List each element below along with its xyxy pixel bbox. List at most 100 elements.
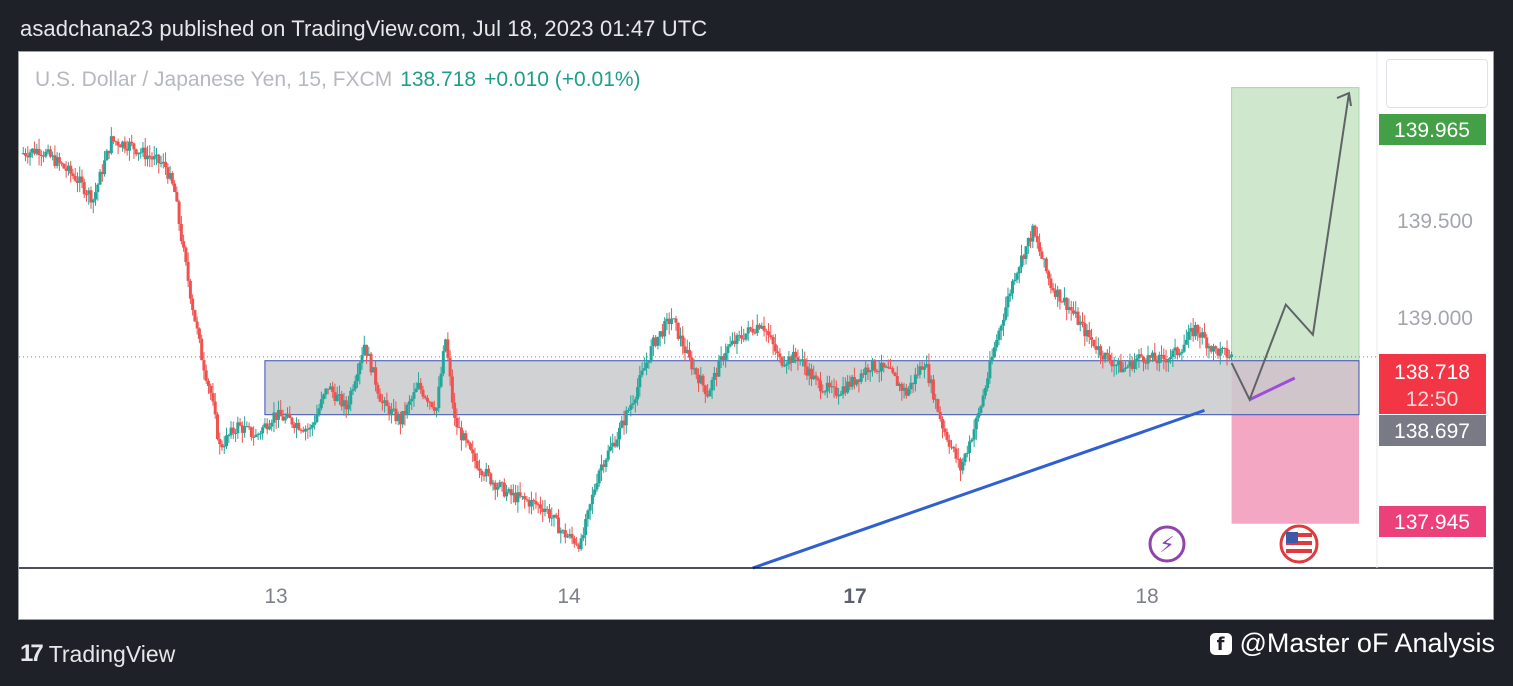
candle-body[interactable] — [466, 440, 470, 444]
candle-body[interactable] — [1108, 354, 1112, 361]
candle-body[interactable] — [753, 332, 757, 334]
candle-body[interactable] — [109, 136, 113, 154]
candle-body[interactable] — [1038, 242, 1042, 252]
candle-body[interactable] — [247, 426, 251, 428]
candle-body[interactable] — [708, 390, 712, 397]
candle-body[interactable] — [1180, 351, 1184, 354]
candle-body[interactable] — [697, 374, 701, 384]
candle-body[interactable] — [155, 154, 159, 156]
candle-body[interactable] — [1218, 348, 1222, 356]
candle-body[interactable] — [724, 353, 728, 360]
candle-body[interactable] — [37, 148, 41, 155]
candle-body[interactable] — [161, 161, 165, 164]
candle-body[interactable] — [992, 347, 996, 357]
candle-body[interactable] — [123, 141, 127, 149]
candle-body[interactable] — [1069, 307, 1073, 311]
candle-body[interactable] — [1157, 354, 1161, 364]
candle-body[interactable] — [457, 427, 461, 429]
candle-body[interactable] — [197, 328, 201, 339]
candle-body[interactable] — [182, 241, 186, 248]
candle-body[interactable] — [1110, 360, 1114, 367]
candle-body[interactable] — [96, 184, 100, 193]
candle-body[interactable] — [733, 340, 737, 344]
candle-body[interactable] — [846, 381, 850, 393]
candle-body[interactable] — [767, 331, 771, 336]
candle-body[interactable] — [193, 309, 197, 322]
candle-body[interactable] — [588, 504, 592, 511]
candle-body[interactable] — [965, 452, 969, 454]
candle-body[interactable] — [57, 157, 61, 163]
candle-body[interactable] — [75, 180, 79, 183]
candle-body[interactable] — [559, 530, 563, 534]
candle-body[interactable] — [130, 141, 134, 144]
candle-body[interactable] — [800, 359, 804, 361]
candle-body[interactable] — [1130, 360, 1134, 369]
candle-body[interactable] — [1006, 296, 1010, 308]
candle-body[interactable] — [751, 328, 755, 333]
candle-body[interactable] — [89, 190, 93, 203]
candle-body[interactable] — [353, 381, 357, 390]
candle-body[interactable] — [624, 410, 628, 426]
candle-body[interactable] — [374, 367, 378, 385]
candle-body[interactable] — [552, 514, 556, 518]
candle-body[interactable] — [245, 426, 249, 428]
candle-body[interactable] — [688, 349, 692, 358]
candle-body[interactable] — [726, 346, 730, 354]
candle-body[interactable] — [514, 492, 518, 503]
candle-body[interactable] — [475, 460, 479, 469]
candle-body[interactable] — [1182, 344, 1186, 352]
candle-body[interactable] — [1191, 328, 1195, 337]
candle-body[interactable] — [945, 431, 949, 440]
candle-body[interactable] — [28, 152, 32, 158]
candle-body[interactable] — [362, 344, 366, 355]
candle-body[interactable] — [1175, 347, 1179, 356]
candle-body[interactable] — [414, 388, 418, 393]
candle-body[interactable] — [263, 423, 267, 428]
candle-body[interactable] — [981, 395, 985, 407]
candle-body[interactable] — [769, 335, 773, 338]
candle-body[interactable] — [830, 386, 834, 388]
candle-body[interactable] — [1139, 354, 1143, 357]
candle-body[interactable] — [841, 386, 845, 395]
candle-body[interactable] — [191, 298, 195, 310]
candle-body[interactable] — [319, 399, 323, 409]
candle-body[interactable] — [26, 155, 30, 158]
candle-body[interactable] — [1092, 339, 1096, 346]
candle-body[interactable] — [1123, 367, 1127, 369]
candle-body[interactable] — [274, 412, 278, 420]
candle-body[interactable] — [387, 406, 391, 416]
candle-body[interactable] — [778, 353, 782, 358]
candle-body[interactable] — [448, 357, 452, 377]
candle-body[interactable] — [489, 473, 493, 485]
candle-body[interactable] — [1211, 346, 1215, 352]
candle-body[interactable] — [613, 442, 617, 447]
candle-body[interactable] — [1114, 364, 1118, 366]
candle-body[interactable] — [500, 482, 504, 484]
candle-body[interactable] — [389, 409, 393, 416]
candle-body[interactable] — [69, 165, 73, 174]
candle-body[interactable] — [918, 366, 922, 375]
candle-body[interactable] — [435, 408, 439, 411]
candle-body[interactable] — [51, 155, 55, 157]
candle-body[interactable] — [782, 365, 786, 367]
candle-body[interactable] — [317, 408, 321, 415]
candle-body[interactable] — [272, 412, 276, 423]
candle-body[interactable] — [954, 448, 958, 459]
candle-body[interactable] — [283, 417, 287, 421]
candle-body[interactable] — [907, 389, 911, 396]
candle-body[interactable] — [1178, 353, 1182, 356]
candle-body[interactable] — [527, 500, 531, 507]
candle-body[interactable] — [459, 427, 463, 441]
candle-body[interactable] — [807, 368, 811, 376]
candle-body[interactable] — [970, 439, 974, 442]
candle-body[interactable] — [333, 392, 337, 402]
candle-body[interactable] — [1117, 360, 1121, 365]
candle-body[interactable] — [593, 489, 597, 495]
candle-body[interactable] — [35, 148, 39, 154]
candle-body[interactable] — [1202, 332, 1206, 338]
candle-body[interactable] — [545, 508, 549, 510]
candle-body[interactable] — [631, 403, 635, 405]
candle-body[interactable] — [819, 380, 823, 392]
candle-body[interactable] — [916, 374, 920, 376]
candle-body[interactable] — [694, 368, 698, 375]
